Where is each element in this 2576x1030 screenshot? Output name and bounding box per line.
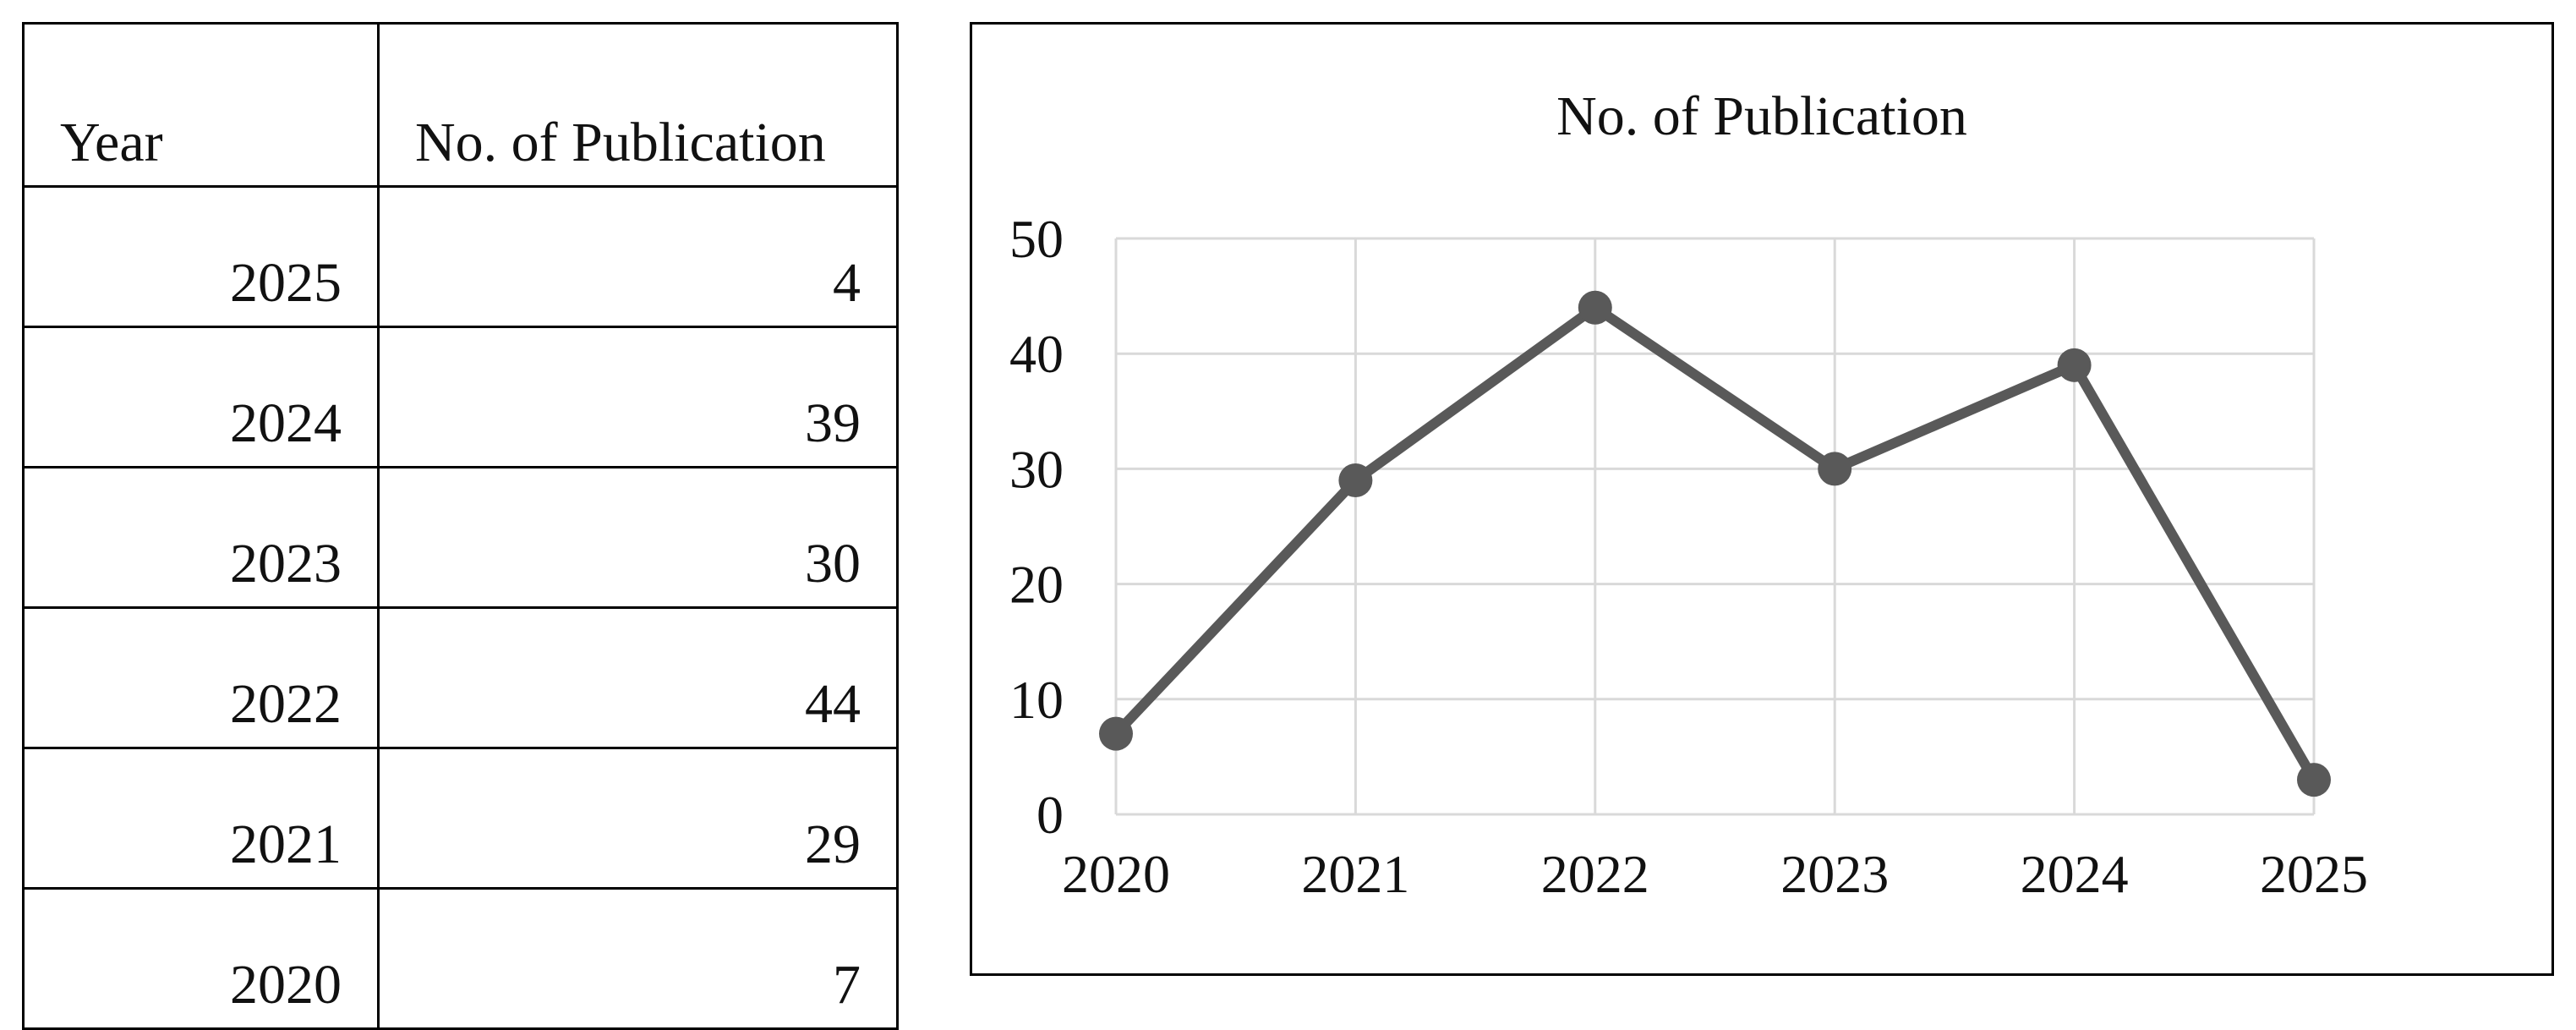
- x-tick-label: 2025: [2260, 844, 2368, 904]
- table-row: 2020 7: [22, 887, 899, 1030]
- y-tick-label: 0: [1036, 785, 1064, 845]
- data-point: [1818, 452, 1852, 486]
- x-tick-label: 2021: [1301, 844, 1409, 904]
- y-tick-label: 50: [1009, 209, 1064, 269]
- year-cell: 2021: [22, 747, 380, 890]
- y-tick-label: 30: [1009, 439, 1064, 499]
- table-row: 2023 30: [22, 466, 899, 609]
- data-point: [1578, 290, 1612, 325]
- table-row: 2021 29: [22, 747, 899, 890]
- y-axis-ticks: 0 10 20 30 40 50: [1009, 209, 1064, 845]
- y-tick-label: 40: [1009, 324, 1064, 384]
- count-cell: 30: [377, 466, 899, 609]
- publication-table: Year No. of Publication 2025 4 2024 39 2…: [22, 22, 899, 1030]
- table-row: 2022 44: [22, 606, 899, 749]
- series-layer: [1099, 290, 2331, 797]
- count-cell: 4: [377, 185, 899, 328]
- x-tick-label: 2023: [1780, 844, 1889, 904]
- data-point: [1338, 463, 1373, 498]
- table-row: 2025 4: [22, 185, 899, 328]
- year-cell: 2020: [22, 887, 380, 1030]
- header-publication-count: No. of Publication: [377, 22, 899, 188]
- count-cell: 7: [377, 887, 899, 1030]
- year-cell: 2024: [22, 326, 380, 468]
- count-cell: 39: [377, 326, 899, 468]
- x-tick-label: 2024: [2021, 844, 2129, 904]
- x-tick-label: 2022: [1541, 844, 1649, 904]
- count-cell: 44: [377, 606, 899, 749]
- x-axis-ticks: 2020 2021 2022 2023 2024 2025: [1062, 844, 2368, 904]
- y-tick-label: 20: [1009, 555, 1064, 615]
- data-point: [2297, 763, 2331, 797]
- year-cell: 2022: [22, 606, 380, 749]
- line-chart-frame: No. of Publication 0 10 20 30 40 50 2020 2021 2…: [970, 22, 2554, 976]
- grid-lines: [1114, 237, 2316, 816]
- table-row: 2024 39: [22, 326, 899, 468]
- header-year: Year: [22, 22, 380, 188]
- x-tick-label: 2020: [1062, 844, 1170, 904]
- count-cell: 29: [377, 747, 899, 890]
- y-tick-label: 10: [1009, 670, 1064, 730]
- chart-title: No. of Publication: [1556, 85, 1967, 147]
- year-cell: 2023: [22, 466, 380, 609]
- table-header-row: Year No. of Publication: [22, 22, 899, 188]
- data-point: [2057, 348, 2092, 382]
- series-line: [1111, 302, 2319, 786]
- data-point: [1099, 716, 1133, 751]
- year-cell: 2025: [22, 185, 380, 328]
